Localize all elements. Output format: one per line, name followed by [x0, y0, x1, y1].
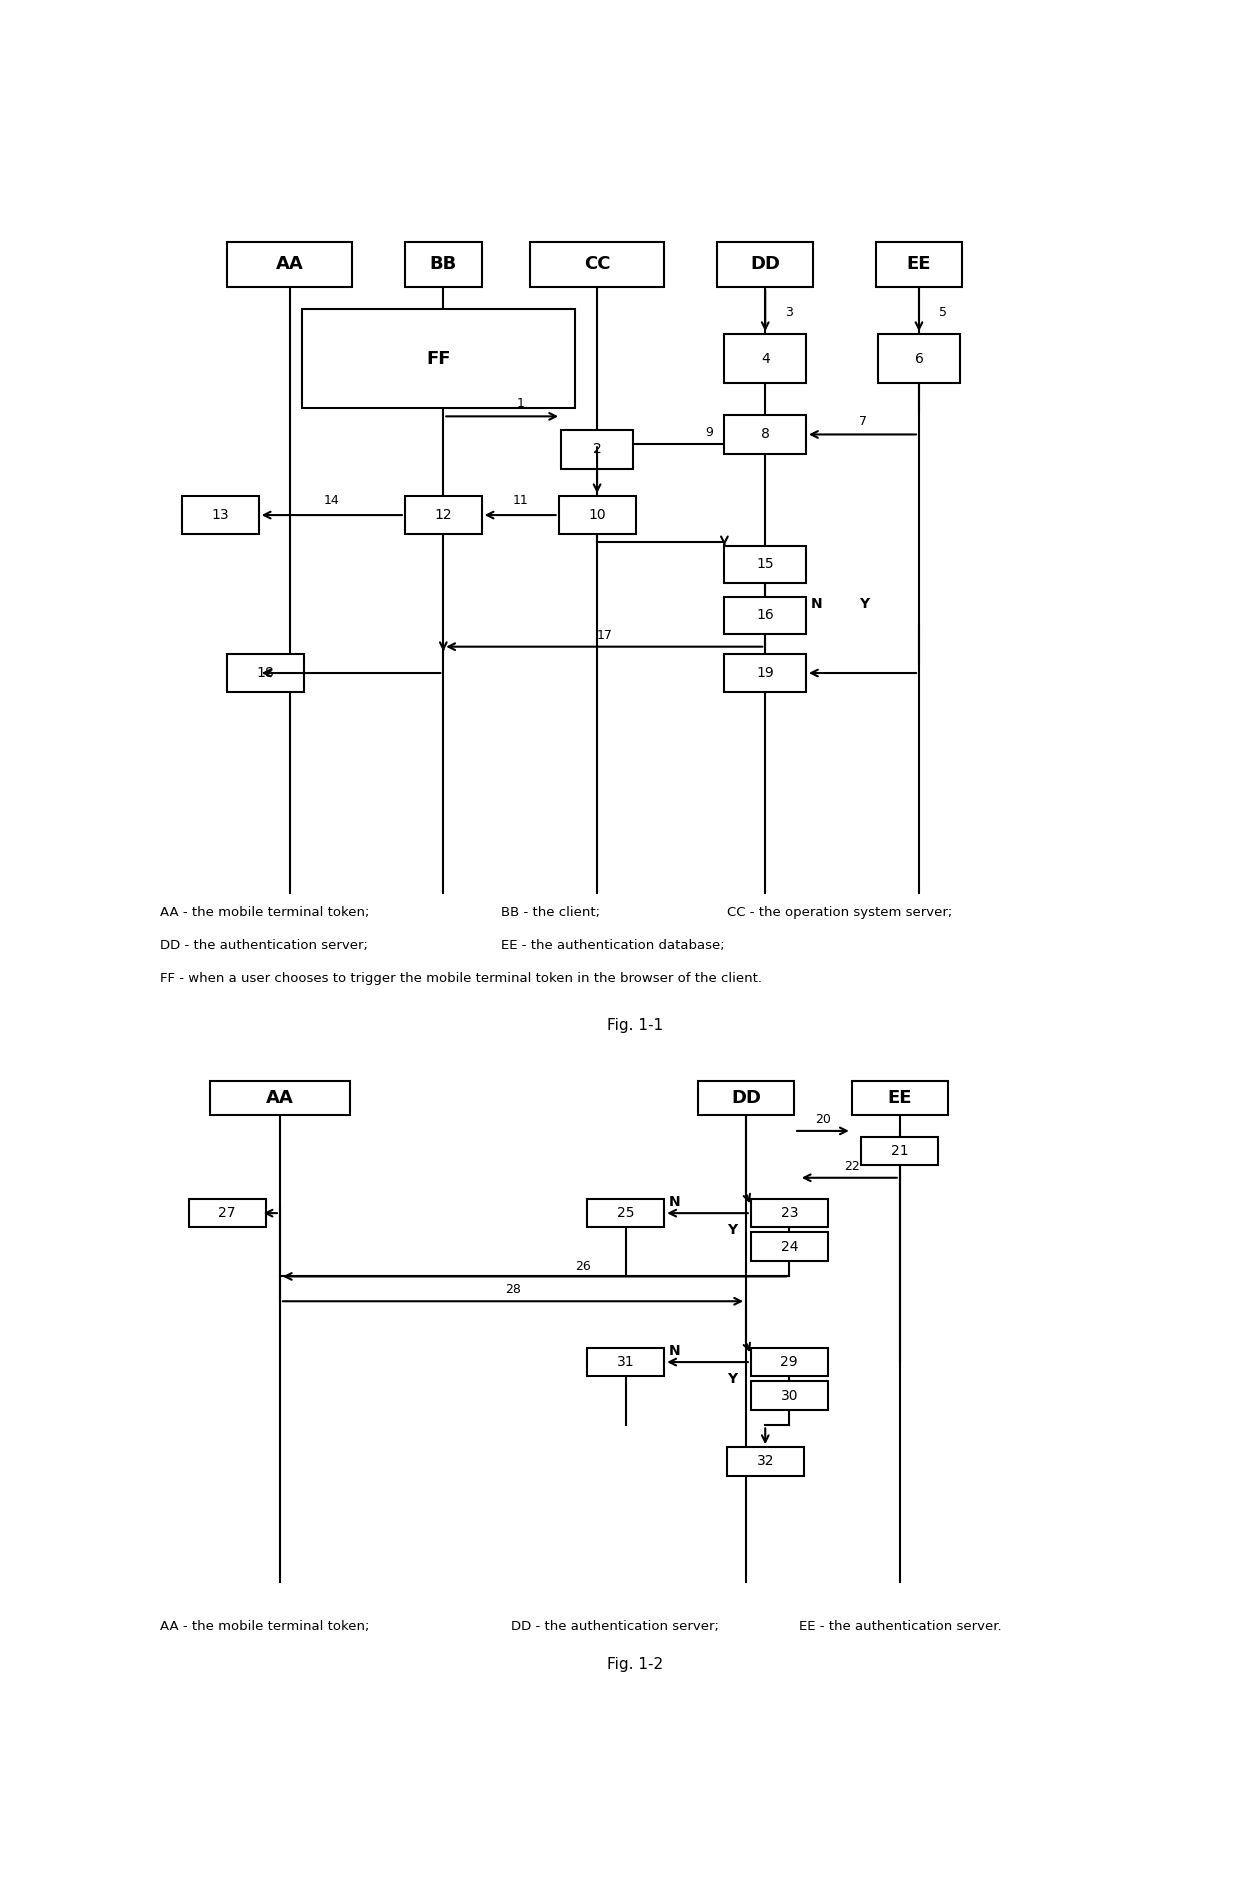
FancyBboxPatch shape — [698, 1081, 794, 1115]
FancyBboxPatch shape — [588, 1348, 665, 1376]
Text: BB: BB — [430, 256, 456, 273]
FancyBboxPatch shape — [878, 333, 960, 384]
Text: 3: 3 — [785, 305, 794, 318]
FancyBboxPatch shape — [751, 1348, 828, 1376]
Text: 12: 12 — [434, 507, 453, 522]
Text: BB - the client;: BB - the client; — [501, 907, 600, 918]
Text: 21: 21 — [892, 1143, 909, 1159]
FancyBboxPatch shape — [529, 242, 665, 288]
FancyBboxPatch shape — [227, 655, 304, 693]
FancyBboxPatch shape — [211, 1081, 350, 1115]
Text: 32: 32 — [756, 1454, 774, 1469]
Text: 6: 6 — [915, 352, 924, 365]
FancyBboxPatch shape — [717, 242, 813, 288]
Text: 2: 2 — [593, 443, 601, 456]
FancyBboxPatch shape — [724, 655, 806, 693]
Text: 27: 27 — [218, 1206, 236, 1221]
Text: CC: CC — [584, 256, 610, 273]
Text: Fig. 1-2: Fig. 1-2 — [608, 1658, 663, 1672]
Text: EE - the authentication database;: EE - the authentication database; — [501, 939, 724, 952]
FancyBboxPatch shape — [727, 1446, 804, 1477]
FancyBboxPatch shape — [560, 430, 634, 469]
Text: 17: 17 — [596, 628, 613, 642]
Text: 26: 26 — [575, 1259, 590, 1272]
Text: EE: EE — [906, 256, 931, 273]
Text: 30: 30 — [780, 1389, 799, 1403]
FancyBboxPatch shape — [751, 1382, 828, 1410]
FancyBboxPatch shape — [724, 333, 806, 384]
FancyBboxPatch shape — [227, 242, 352, 288]
FancyBboxPatch shape — [724, 545, 806, 583]
Text: 7: 7 — [858, 415, 867, 428]
Text: N: N — [670, 1344, 681, 1359]
Text: 13: 13 — [212, 507, 229, 522]
Text: 16: 16 — [756, 608, 774, 623]
Text: 10: 10 — [588, 507, 606, 522]
FancyBboxPatch shape — [724, 596, 806, 634]
Text: 29: 29 — [780, 1355, 799, 1369]
Text: FF: FF — [427, 350, 451, 367]
Text: 20: 20 — [815, 1113, 831, 1126]
FancyBboxPatch shape — [852, 1081, 947, 1115]
Text: AA - the mobile terminal token;: AA - the mobile terminal token; — [160, 1620, 370, 1632]
Text: 1: 1 — [516, 398, 525, 409]
FancyBboxPatch shape — [559, 496, 635, 534]
Text: Y: Y — [727, 1223, 737, 1236]
Text: 8: 8 — [761, 428, 770, 441]
Text: 25: 25 — [618, 1206, 635, 1221]
FancyBboxPatch shape — [751, 1232, 828, 1261]
Text: DD: DD — [732, 1088, 761, 1107]
FancyBboxPatch shape — [182, 496, 259, 534]
Text: N: N — [670, 1194, 681, 1210]
FancyBboxPatch shape — [404, 496, 481, 534]
Text: AA: AA — [267, 1088, 294, 1107]
FancyBboxPatch shape — [751, 1198, 828, 1227]
FancyBboxPatch shape — [188, 1198, 265, 1227]
Text: 5: 5 — [939, 305, 947, 318]
FancyBboxPatch shape — [404, 242, 481, 288]
Text: AA: AA — [275, 256, 304, 273]
Text: FF - when a user chooses to trigger the mobile terminal token in the browser of : FF - when a user chooses to trigger the … — [160, 971, 761, 984]
Text: 14: 14 — [324, 494, 340, 507]
FancyBboxPatch shape — [862, 1138, 939, 1166]
FancyBboxPatch shape — [301, 309, 575, 409]
Text: DD - the authentication server;: DD - the authentication server; — [160, 939, 368, 952]
Text: 23: 23 — [780, 1206, 799, 1221]
Text: N: N — [811, 598, 822, 611]
Text: 18: 18 — [257, 666, 274, 680]
Text: EE: EE — [888, 1088, 913, 1107]
FancyBboxPatch shape — [875, 242, 962, 288]
Text: CC - the operation system server;: CC - the operation system server; — [727, 907, 952, 918]
Text: 31: 31 — [618, 1355, 635, 1369]
Text: 15: 15 — [756, 557, 774, 572]
Text: Y: Y — [727, 1372, 737, 1386]
Text: 24: 24 — [780, 1240, 799, 1253]
Text: 28: 28 — [505, 1283, 521, 1297]
Text: Y: Y — [859, 598, 869, 611]
Text: AA - the mobile terminal token;: AA - the mobile terminal token; — [160, 907, 370, 918]
Text: 19: 19 — [756, 666, 774, 680]
Text: 22: 22 — [844, 1160, 859, 1174]
FancyBboxPatch shape — [588, 1198, 665, 1227]
FancyBboxPatch shape — [724, 415, 806, 454]
Text: DD: DD — [750, 256, 780, 273]
Text: DD - the authentication server;: DD - the authentication server; — [511, 1620, 718, 1632]
Text: 4: 4 — [761, 352, 770, 365]
Text: 11: 11 — [512, 494, 528, 507]
Text: 9: 9 — [706, 426, 713, 439]
Text: Fig. 1-1: Fig. 1-1 — [608, 1018, 663, 1034]
Text: EE - the authentication server.: EE - the authentication server. — [799, 1620, 1002, 1632]
